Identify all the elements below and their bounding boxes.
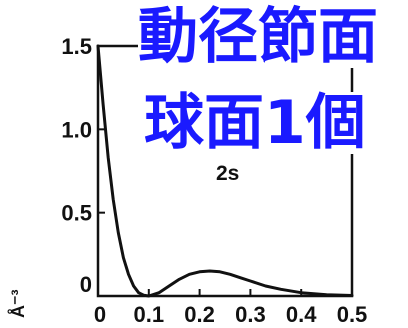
y-tick-label: 1.5: [61, 34, 92, 59]
x-tick-label: 0.1: [134, 302, 165, 327]
x-tick-label: 0.4: [286, 302, 317, 327]
orbital-label: 2s: [216, 162, 239, 185]
x-tick-label: 0.2: [184, 302, 215, 327]
y-tick-label: 0: [80, 272, 92, 297]
x-tick-label: 0: [94, 302, 106, 327]
x-tick-label: 0.5: [337, 302, 368, 327]
y-tick-label: 1.0: [61, 117, 92, 142]
x-tick-label: 0.3: [235, 302, 266, 327]
series-line: [96, 44, 354, 298]
overlay-title-line1: 動径節面: [138, 2, 378, 72]
y-axis-label: Å⁻³: [8, 290, 28, 319]
axis-ticks: 0 0.1 0.2 0.3 0.4 0.5 0 0.5 1.0 1.5: [61, 34, 367, 327]
y-tick-label: 0.5: [61, 201, 92, 226]
overlay-title-line2: 球面1個: [144, 88, 366, 158]
